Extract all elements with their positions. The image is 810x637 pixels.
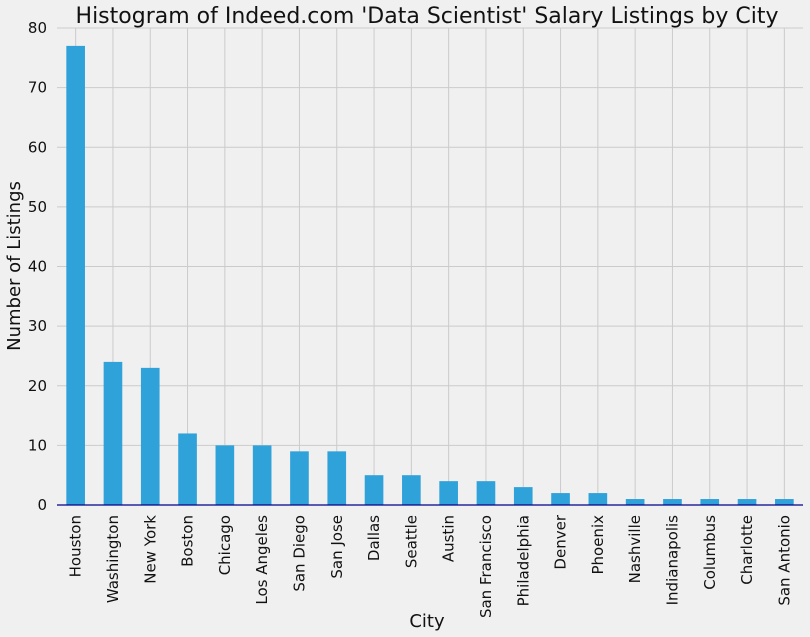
bar-san-francisco xyxy=(476,481,496,505)
y-ticks: 0 10 20 30 40 50 60 70 80 xyxy=(28,19,47,514)
x-tick-label: Charlotte xyxy=(738,515,756,585)
grid xyxy=(57,27,803,505)
bar-dallas xyxy=(364,475,384,505)
bar-seattle xyxy=(402,475,421,505)
bar-houston xyxy=(66,45,85,505)
bar-new-york xyxy=(140,367,160,505)
y-tick-label: 30 xyxy=(28,317,47,335)
x-tick-label: Los Angeles xyxy=(253,515,271,605)
x-tick-label: Phoenix xyxy=(589,515,607,575)
x-tick-label: Dallas xyxy=(365,515,383,561)
x-tick-label: Seattle xyxy=(402,515,420,568)
bar-washington xyxy=(103,361,123,505)
bar-indianapolis xyxy=(663,499,682,505)
bar-charlotte xyxy=(737,499,757,505)
bar-san-jose xyxy=(327,451,347,505)
x-tick-label: Boston xyxy=(179,515,197,567)
x-tick-label: Indianapolis xyxy=(663,515,681,606)
x-tick-label: Denver xyxy=(552,514,570,569)
bars xyxy=(66,45,794,505)
x-tick-label: Philadelphia xyxy=(514,515,532,606)
bar-chicago xyxy=(215,445,235,505)
y-tick-label: 60 xyxy=(28,138,47,156)
x-ticks: Houston Washington New York Boston Chicago Lo… xyxy=(67,514,794,618)
bar-columbus xyxy=(700,499,720,505)
y-tick-label: 40 xyxy=(28,258,47,276)
y-axis-label: Number of Listings xyxy=(4,181,25,351)
x-axis-label: City xyxy=(409,611,445,632)
y-tick-label: 20 xyxy=(28,377,47,395)
bar-philadelphia xyxy=(513,487,533,505)
y-tick-label: 50 xyxy=(28,198,47,216)
x-tick-label: Chicago xyxy=(216,515,234,575)
bar-boston xyxy=(178,433,197,505)
bar-phoenix xyxy=(588,493,608,505)
x-tick-label: Nashville xyxy=(626,515,644,583)
x-tick-label: Columbus xyxy=(701,515,719,590)
x-tick-label: Houston xyxy=(67,515,85,577)
x-tick-label: New York xyxy=(141,515,159,584)
bar-nashville xyxy=(625,499,645,505)
bar-austin xyxy=(439,481,458,505)
x-tick-label: Austin xyxy=(440,515,458,562)
x-tick-label: Washington xyxy=(104,515,122,603)
y-tick-label: 70 xyxy=(28,79,47,97)
bar-los-angeles xyxy=(252,445,272,505)
chart-title: Histogram of Indeed.com 'Data Scientist'… xyxy=(76,4,779,29)
y-tick-label: 10 xyxy=(28,436,47,454)
bar-san-diego xyxy=(290,451,309,505)
bar-san-antonio xyxy=(775,499,794,505)
bar-denver xyxy=(551,493,570,505)
y-tick-label: 80 xyxy=(28,19,47,37)
x-tick-label: San Francisco xyxy=(477,515,495,618)
y-tick-label: 0 xyxy=(37,496,47,514)
x-tick-label: San Diego xyxy=(290,515,308,592)
x-tick-label: San Antonio xyxy=(775,515,793,606)
x-tick-label: San Jose xyxy=(328,515,346,579)
